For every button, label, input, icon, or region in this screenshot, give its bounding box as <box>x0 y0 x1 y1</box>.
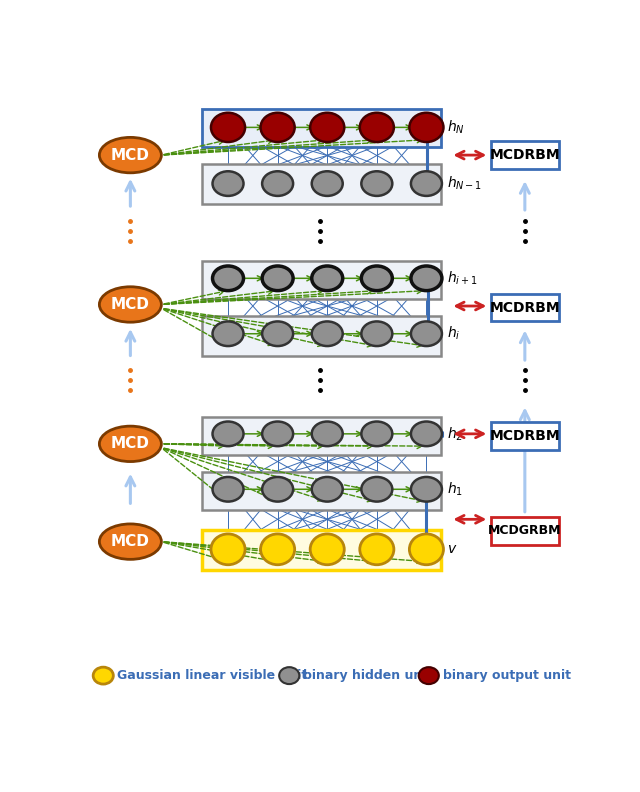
Ellipse shape <box>310 112 344 142</box>
Ellipse shape <box>310 534 344 565</box>
Ellipse shape <box>362 477 392 501</box>
Bar <box>202 417 441 455</box>
Ellipse shape <box>212 322 244 346</box>
Text: Gaussian linear visible unit: Gaussian linear visible unit <box>117 669 307 682</box>
Ellipse shape <box>279 667 300 684</box>
Bar <box>491 422 559 450</box>
Ellipse shape <box>262 171 293 196</box>
Ellipse shape <box>312 266 343 291</box>
Ellipse shape <box>211 112 245 142</box>
Ellipse shape <box>262 477 293 501</box>
Ellipse shape <box>410 112 444 142</box>
Ellipse shape <box>99 137 161 173</box>
Ellipse shape <box>312 477 343 501</box>
Ellipse shape <box>362 266 392 291</box>
Ellipse shape <box>312 171 343 196</box>
Text: $h_{i+1}$: $h_{i+1}$ <box>447 269 478 287</box>
Bar <box>202 109 441 147</box>
Ellipse shape <box>212 171 244 196</box>
Ellipse shape <box>411 266 442 291</box>
Ellipse shape <box>411 322 442 346</box>
Bar <box>202 165 441 204</box>
Ellipse shape <box>360 112 394 142</box>
Text: binary output unit: binary output unit <box>443 669 571 682</box>
Ellipse shape <box>262 266 293 291</box>
Ellipse shape <box>93 667 113 684</box>
Ellipse shape <box>211 534 245 565</box>
Text: $h_1$: $h_1$ <box>447 481 463 498</box>
Text: $h_2$: $h_2$ <box>447 425 463 443</box>
Ellipse shape <box>212 266 244 291</box>
Bar <box>491 294 559 322</box>
Bar <box>491 141 559 169</box>
Text: MCD: MCD <box>111 297 150 312</box>
Text: MCDRBM: MCDRBM <box>490 429 560 444</box>
Ellipse shape <box>312 421 343 446</box>
Text: $h_i$: $h_i$ <box>447 325 461 342</box>
Text: MCD: MCD <box>111 534 150 549</box>
Ellipse shape <box>99 426 161 462</box>
Ellipse shape <box>260 112 294 142</box>
Ellipse shape <box>99 287 161 322</box>
Ellipse shape <box>99 524 161 559</box>
Text: MCD: MCD <box>111 147 150 162</box>
Ellipse shape <box>411 477 442 501</box>
Ellipse shape <box>262 322 293 346</box>
Ellipse shape <box>212 477 244 501</box>
Ellipse shape <box>312 322 343 346</box>
Text: $v$: $v$ <box>447 543 458 556</box>
Bar <box>202 530 441 570</box>
Ellipse shape <box>260 534 294 565</box>
Ellipse shape <box>212 421 244 446</box>
Ellipse shape <box>362 322 392 346</box>
Bar <box>491 517 559 545</box>
Ellipse shape <box>419 667 439 684</box>
Ellipse shape <box>360 534 394 565</box>
Text: MCDGRBM: MCDGRBM <box>488 524 562 537</box>
Bar <box>202 471 441 510</box>
Text: binary hidden unit: binary hidden unit <box>303 669 433 682</box>
Ellipse shape <box>362 421 392 446</box>
Bar <box>202 261 441 299</box>
Text: MCD: MCD <box>111 436 150 451</box>
Ellipse shape <box>411 421 442 446</box>
Text: MCDRBM: MCDRBM <box>490 300 560 314</box>
Text: MCDRBM: MCDRBM <box>490 148 560 162</box>
Text: $h_{N-1}$: $h_{N-1}$ <box>447 175 483 192</box>
Ellipse shape <box>262 421 293 446</box>
Text: $h_N$: $h_N$ <box>447 119 465 136</box>
Ellipse shape <box>362 171 392 196</box>
Bar <box>202 316 441 356</box>
Ellipse shape <box>410 534 444 565</box>
Ellipse shape <box>411 171 442 196</box>
